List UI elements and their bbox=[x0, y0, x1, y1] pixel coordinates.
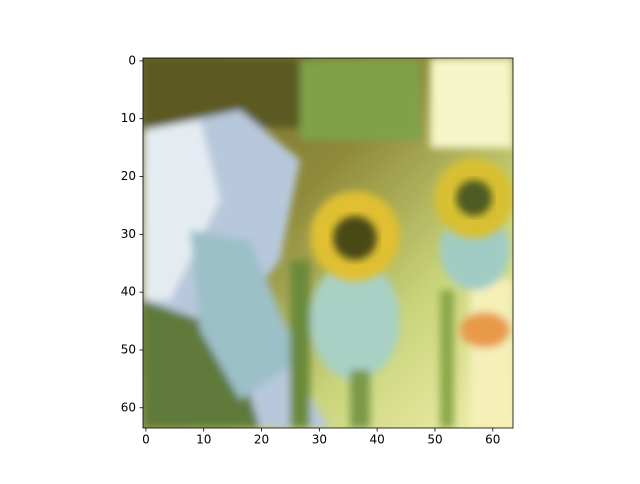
y-tick-label: 60 bbox=[121, 400, 136, 414]
image bbox=[143, 58, 513, 428]
y-tick-label: 30 bbox=[121, 227, 136, 241]
x-tick-label: 0 bbox=[142, 433, 150, 447]
axes-frame bbox=[142, 57, 514, 429]
y-tick-label: 40 bbox=[121, 285, 136, 299]
x-tick-label: 30 bbox=[312, 433, 327, 447]
x-tick-label: 10 bbox=[196, 433, 211, 447]
x-tick-label: 50 bbox=[427, 433, 442, 447]
y-tick-label: 50 bbox=[121, 342, 136, 356]
x-tick-label: 40 bbox=[370, 433, 385, 447]
y-tick-label: 0 bbox=[128, 53, 136, 67]
y-tick-label: 20 bbox=[121, 169, 136, 183]
y-tick-label: 10 bbox=[121, 111, 136, 125]
x-tick-label: 20 bbox=[254, 433, 269, 447]
x-tick-label: 60 bbox=[485, 433, 500, 447]
